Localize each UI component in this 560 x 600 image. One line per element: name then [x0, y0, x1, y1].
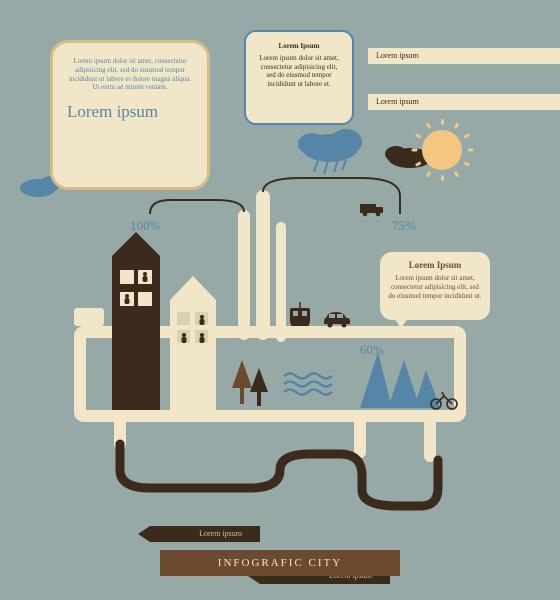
- arrow-label-1-text: Lorem ipsum: [376, 51, 419, 60]
- stat-right: 75%: [392, 218, 416, 234]
- stat-mid: 60%: [360, 342, 384, 358]
- arrow-bottom-1: Lorem ipsum: [150, 526, 260, 542]
- arrow-bottom-1-text: Lorem ipsum: [199, 529, 242, 538]
- sun-icon: .sun .r::before,.sun .r::after{backgroun…: [422, 130, 462, 170]
- callout-mid-body: Lorem ipsum dolor sit amet, consectetur …: [256, 54, 342, 89]
- callout-box-left: Lorem ipsum dolor sit amet, consectetur …: [50, 40, 210, 190]
- callout-left-title: Lorem ipsum: [67, 102, 193, 122]
- title-banner-text: INFOGRAFIC CITY: [218, 557, 342, 569]
- arrow-label-2: Lorem ipsum: [368, 94, 560, 110]
- speech-box: Lorem Ipsum Lorem ipsum dolor sit amet, …: [380, 252, 490, 320]
- speech-body: Lorem ipsum dolor sit amet, consectetur …: [388, 274, 482, 300]
- infographic-canvas: .sun .r::before,.sun .r::after{backgroun…: [0, 0, 560, 600]
- arrow-label-2-text: Lorem ipsum: [376, 97, 419, 106]
- callout-box-mid: Lorem Ipsum Lorem ipsum dolor sit amet, …: [244, 30, 354, 125]
- callout-mid-title: Lorem Ipsum: [256, 42, 342, 51]
- arrow-label-1: Lorem ipsum: [368, 48, 560, 64]
- title-banner: INFOGRAFIC CITY: [160, 550, 400, 576]
- callout-left-body: Lorem ipsum dolor sit amet, consectetur …: [67, 57, 193, 92]
- speech-title: Lorem Ipsum: [388, 260, 482, 271]
- stat-left: 100%: [130, 218, 160, 234]
